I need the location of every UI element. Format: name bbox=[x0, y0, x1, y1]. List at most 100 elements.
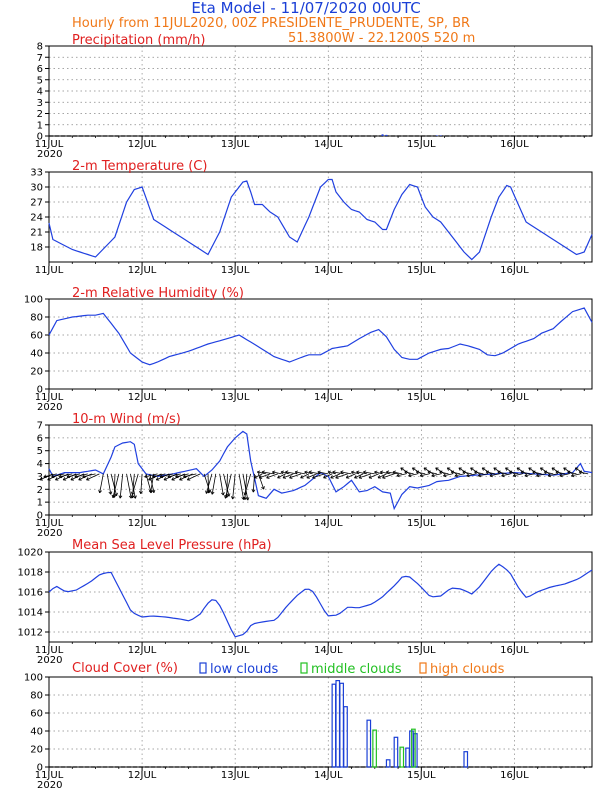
series-line bbox=[48, 178, 593, 261]
x-tick-label: 14JUL bbox=[314, 139, 343, 150]
y-tick-label: 4 bbox=[37, 459, 43, 470]
wind-arrowhead bbox=[363, 470, 367, 475]
wind-arrowhead bbox=[439, 470, 443, 475]
y-tick-label: 1014 bbox=[18, 608, 43, 619]
x-tick-label: 11JUL bbox=[35, 770, 64, 781]
wind-arrow bbox=[131, 473, 139, 495]
wind-arrow bbox=[474, 471, 484, 475]
y-tick-label: 40 bbox=[30, 727, 43, 738]
panel-frame bbox=[48, 676, 593, 768]
wind-arrow bbox=[66, 473, 81, 478]
wind-arrow bbox=[211, 473, 217, 495]
wind-arrowhead bbox=[382, 475, 386, 479]
wind-arrowhead bbox=[345, 475, 350, 479]
x-tick-label: 16JUL bbox=[500, 265, 529, 276]
wind-arrow bbox=[451, 471, 461, 475]
wind-arrowhead bbox=[39, 477, 43, 481]
wind-arrowhead bbox=[356, 470, 360, 475]
legend-label: middle clouds bbox=[311, 662, 402, 677]
wind-arrow bbox=[431, 473, 441, 477]
wind-arrow bbox=[285, 471, 298, 475]
x-tick-label: 14JUL bbox=[314, 265, 343, 276]
wind-arrowhead bbox=[55, 477, 59, 481]
wind-arrow bbox=[266, 473, 278, 479]
wind-arrow bbox=[110, 473, 118, 496]
wind-arrowhead bbox=[563, 467, 567, 471]
wind-arrowhead bbox=[163, 477, 168, 481]
wind-arrowhead bbox=[114, 492, 118, 497]
y-tick-label: 1012 bbox=[18, 628, 43, 639]
wind-arrow bbox=[167, 473, 181, 478]
wind-arrow bbox=[51, 473, 65, 478]
y-tick-label: 0 bbox=[37, 132, 43, 143]
wind-arrowhead bbox=[304, 470, 308, 475]
y-tick-label: 0 bbox=[37, 385, 43, 396]
wind-arrowhead bbox=[485, 470, 490, 475]
wind-arrowhead bbox=[386, 470, 390, 475]
wind-arrowhead bbox=[152, 474, 156, 479]
wind-arrow bbox=[466, 473, 476, 477]
wind-arrowhead bbox=[130, 495, 135, 499]
wind-arrowhead bbox=[51, 474, 55, 479]
chart-location: 51.3800W - 22.1200S 520 m bbox=[288, 31, 475, 46]
wind-arrowhead bbox=[520, 470, 524, 475]
wind-arrow bbox=[238, 473, 245, 500]
x-tick-label: 13JUL bbox=[221, 139, 250, 150]
panel-title: Cloud Cover (%) bbox=[72, 661, 178, 676]
x-tick-label: 16JUL bbox=[500, 392, 529, 403]
wind-arrowhead bbox=[300, 475, 304, 479]
wind-arrowhead bbox=[532, 470, 536, 475]
y-tick-label: 5 bbox=[37, 446, 43, 457]
panel-title: 2-m Temperature (C) bbox=[72, 159, 207, 174]
x-tick-label: 13JUL bbox=[221, 518, 250, 529]
y-tick-label: 30 bbox=[30, 183, 43, 194]
y-tick-label: 100 bbox=[24, 295, 43, 306]
y-tick-label: 1020 bbox=[18, 548, 43, 559]
panel-4: 0 1 2 3 4 5 67 11JUL 12JUL 13JUL 14JUL 15JUL 16JUL 20… bbox=[35, 412, 593, 539]
wind-arrow bbox=[408, 473, 418, 477]
panel-6: 0 20 40 60 80 100 11JUL 12JUL 13JUL 14JUL 15JUL 16J… bbox=[24, 661, 593, 791]
x-tick-label: 14JUL bbox=[314, 518, 343, 529]
y-tick-label: 1016 bbox=[18, 588, 43, 599]
wind-arrow bbox=[113, 473, 116, 498]
wind-arrow bbox=[252, 473, 255, 493]
wind-arrowhead bbox=[547, 473, 552, 478]
wind-arrow bbox=[374, 471, 383, 475]
wind-arrow bbox=[130, 473, 136, 499]
wind-arrowhead bbox=[111, 494, 116, 499]
wind-arrowhead bbox=[478, 473, 482, 478]
wind-arrowhead bbox=[327, 470, 331, 475]
precip-bar bbox=[381, 134, 384, 136]
wind-arrowhead bbox=[555, 470, 559, 475]
x-tick-label: 14JUL bbox=[314, 770, 343, 781]
wind-arrowhead bbox=[62, 477, 67, 481]
wind-arrow bbox=[416, 471, 426, 475]
wind-arrow bbox=[478, 473, 488, 477]
wind-arrowhead bbox=[243, 496, 247, 500]
wind-arrowhead bbox=[205, 490, 209, 494]
y-tick-label: 100 bbox=[24, 673, 43, 684]
low-cloud-bar bbox=[331, 683, 337, 768]
wind-arrow bbox=[152, 473, 166, 478]
wind-arrowhead bbox=[574, 467, 579, 471]
x-tick-label: 12JUL bbox=[128, 392, 157, 403]
wind-arrow bbox=[509, 471, 519, 475]
x-tick-label: 11JUL bbox=[35, 645, 64, 656]
wind-arrowhead bbox=[261, 470, 265, 475]
wind-arrowhead bbox=[454, 473, 458, 478]
y-tick-label: 18 bbox=[30, 243, 43, 254]
x-tick-label: 16JUL bbox=[500, 770, 529, 781]
wind-arrowhead bbox=[256, 470, 261, 475]
wind-arrowhead bbox=[317, 470, 321, 475]
wind-arrow bbox=[323, 473, 333, 479]
wind-arrow bbox=[536, 473, 546, 477]
low-cloud-bar bbox=[405, 747, 410, 768]
wind-arrowhead bbox=[179, 477, 183, 481]
y-tick-label: 20 bbox=[30, 745, 43, 756]
wind-arrow bbox=[443, 473, 453, 477]
wind-arrow bbox=[242, 473, 249, 501]
y-tick-label: 7 bbox=[37, 421, 43, 432]
wind-arrowhead bbox=[186, 477, 191, 481]
